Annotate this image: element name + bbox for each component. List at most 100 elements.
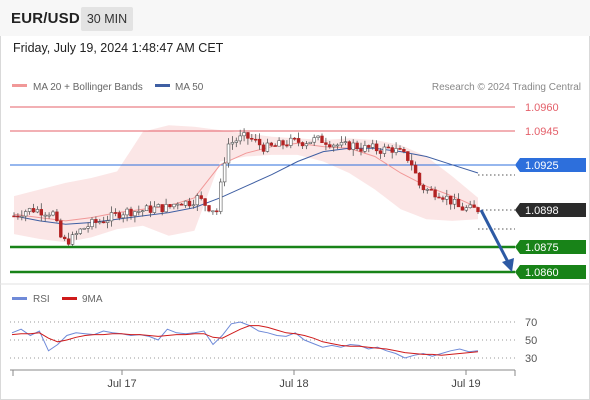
candle-body (98, 221, 102, 224)
candle-body (164, 204, 168, 213)
ma20-legend-label: MA 20 + Bollinger Bands (33, 82, 143, 93)
candle-body (86, 226, 90, 229)
candle-body (448, 195, 453, 205)
copyright-label: Research © 2024 Trading Central (432, 82, 581, 93)
candle-body (250, 138, 254, 140)
candle-body (472, 204, 476, 208)
level-label-5: 1.0875 (525, 242, 559, 254)
candle-body (82, 228, 86, 230)
candle-body (370, 143, 375, 148)
candlestick-series (12, 128, 480, 246)
candle-body (402, 149, 406, 152)
candle-body (172, 203, 176, 208)
candle-body (269, 142, 273, 146)
ma20-line (13, 142, 479, 222)
candle-body (406, 151, 410, 161)
candle-body (367, 145, 371, 148)
candle-body (35, 209, 40, 213)
candle-body (363, 145, 367, 152)
candle-body (121, 214, 125, 219)
candle-body (226, 143, 231, 164)
candle-body (308, 141, 312, 144)
candle-body (222, 162, 227, 183)
x-label-jul18: Jul 18 (279, 378, 308, 390)
candle-body (66, 238, 71, 245)
candle-body (433, 189, 437, 198)
candle-body (374, 143, 379, 152)
ma9-legend-swatch (62, 297, 77, 300)
level-label-6: 1.0860 (525, 267, 559, 279)
candle-body (62, 236, 67, 240)
candle-body (421, 184, 426, 191)
candle-body (429, 189, 433, 191)
level-label-2: 1.0945 (525, 126, 559, 138)
candle-body (452, 199, 457, 205)
candle-body (386, 146, 390, 149)
candle-body (23, 211, 28, 217)
candle-body (176, 203, 180, 206)
candle-body (304, 143, 309, 147)
candle-body (390, 147, 394, 153)
date-label: Friday, July 19, 2024 1:48:47 AM CET (13, 41, 224, 55)
rsi-tick-70: 70 (525, 317, 537, 329)
ma50-legend-swatch (155, 84, 170, 87)
ma9-legend-label: 9MA (82, 294, 103, 305)
candle-body (125, 208, 129, 216)
candle-body (90, 219, 94, 227)
candle-body (417, 172, 422, 186)
candle-body (476, 207, 480, 213)
candle-body (215, 210, 219, 213)
candle-body (51, 211, 55, 216)
candle-body (148, 205, 153, 213)
rsi-legend-label: RSI (33, 294, 50, 305)
candle-body (137, 211, 141, 213)
candle-body (261, 144, 266, 152)
rsi-ma9-line (11, 325, 479, 356)
timeframe-button[interactable]: 30 MIN (81, 7, 133, 31)
rsi-tick-50: 50 (525, 335, 537, 347)
candle-body (70, 234, 75, 245)
candle-body (273, 145, 277, 147)
header-bar: EUR/USD 30 MIN (0, 0, 590, 36)
candle-body (234, 140, 238, 143)
candle-body (31, 208, 36, 213)
candle-body (191, 204, 196, 207)
x-label-jul17: Jul 17 (107, 378, 136, 390)
candle-body (257, 138, 262, 146)
candle-body (156, 204, 160, 208)
candle-body (207, 205, 211, 212)
candle-body (230, 142, 235, 145)
currency-pair-title: EUR/USD (11, 10, 80, 27)
candle-body (102, 221, 106, 224)
candle-body (382, 146, 387, 154)
candle-body (113, 212, 118, 214)
ma50-legend-label: MA 50 (175, 82, 204, 93)
forecast-arrowhead (502, 258, 514, 272)
candle-body (219, 181, 223, 212)
level-label-1: 1.0960 (525, 102, 559, 114)
ma20-legend-swatch (12, 84, 27, 87)
candle-body (238, 135, 242, 142)
candle-body (47, 214, 51, 217)
candle-body (339, 142, 344, 146)
candle-body (335, 144, 340, 147)
candle-body (195, 195, 199, 206)
candle-body (246, 132, 250, 139)
candle-body (409, 160, 414, 166)
rsi-legend-swatch (12, 297, 27, 300)
candle-body (359, 148, 363, 152)
candle-body (242, 132, 246, 137)
candle-body (320, 135, 324, 143)
candle-body (27, 208, 32, 212)
candle-body (141, 210, 145, 212)
candle-body (347, 141, 351, 150)
candle-body (324, 142, 328, 145)
candle-body (316, 135, 320, 138)
candle-body (281, 140, 285, 146)
candle-body (460, 206, 465, 211)
candle-body (160, 204, 164, 213)
candle-body (312, 137, 316, 143)
candle-body (464, 207, 468, 211)
candle-body (331, 144, 336, 148)
last-price-tag (515, 203, 586, 217)
